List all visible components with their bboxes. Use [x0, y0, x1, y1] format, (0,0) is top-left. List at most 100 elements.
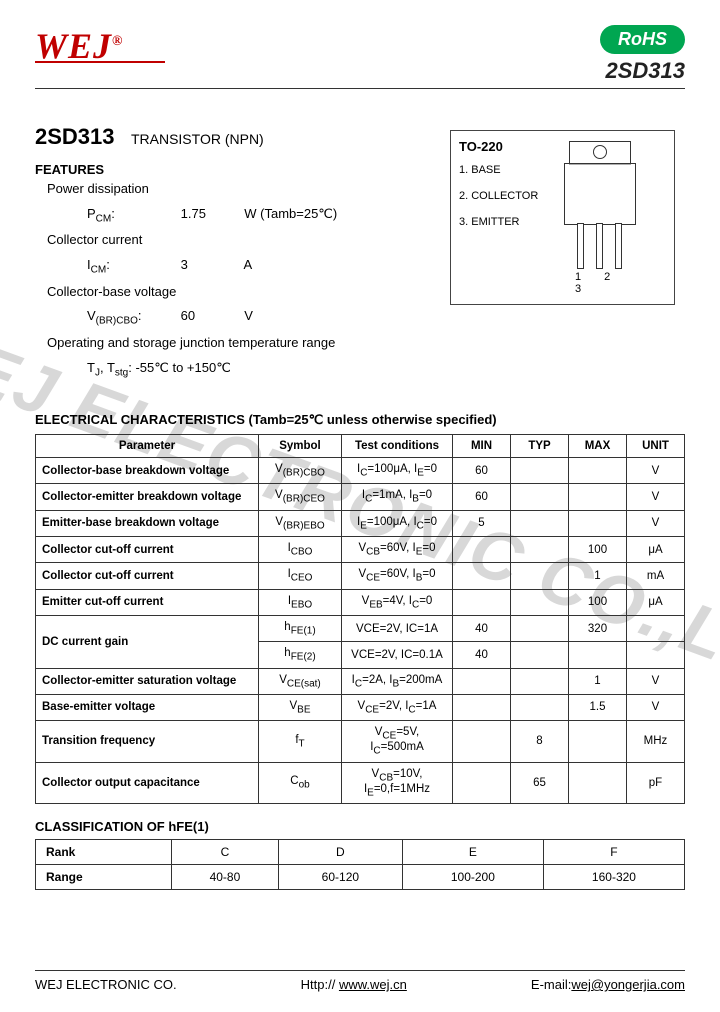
icm-unit: A — [244, 257, 253, 272]
pin3-label: 3. EMITTER — [459, 216, 549, 228]
table-cell: μA — [627, 589, 685, 615]
dc-gain-label: DC current gain — [36, 615, 259, 668]
table-cell: Emitter cut-off current — [36, 589, 259, 615]
table-cell: ICBO — [259, 537, 342, 563]
table-cell: ICEO — [259, 563, 342, 589]
table-cell: 65 — [511, 762, 569, 804]
table-cell: VCE=2V, IC=0.1A — [342, 642, 453, 668]
table-cell: 1 — [569, 563, 627, 589]
temp-label: Operating and storage junction temperatu… — [47, 331, 685, 356]
table-cell — [511, 563, 569, 589]
table-cell — [453, 589, 511, 615]
table-cell: V — [627, 668, 685, 694]
table-cell — [453, 537, 511, 563]
table-cell: V — [627, 484, 685, 510]
temp-value: -55℃ to +150℃ — [135, 360, 230, 375]
elec-char-heading: ELECTRICAL CHARACTERISTICS (Tamb=25℃ unl… — [35, 412, 685, 428]
footer-email: E-mail:wej@yongerjia.com — [531, 977, 685, 992]
table-cell: pF — [627, 762, 685, 804]
classification-table: Rank C D E F Range 40-80 60-120 100-200 … — [35, 839, 685, 890]
th-unit: UNIT — [627, 435, 685, 458]
company-logo: WEJ® — [35, 25, 165, 63]
logo-text: WEJ — [35, 26, 112, 66]
table-cell: 100 — [569, 537, 627, 563]
table-cell: VEB=4V, IC=0 — [342, 589, 453, 615]
table-cell: IC=1mA, IB=0 — [342, 484, 453, 510]
table-cell: V — [627, 510, 685, 536]
pcm-value: 1.75 — [181, 202, 241, 227]
header-part-number: 2SD313 — [600, 58, 685, 84]
table-cell: mA — [627, 563, 685, 589]
table-cell: Base-emitter voltage — [36, 694, 259, 720]
table-cell — [511, 484, 569, 510]
table-cell: VCB=60V, IE=0 — [342, 537, 453, 563]
table-cell — [511, 589, 569, 615]
table-cell — [511, 668, 569, 694]
page-footer: WEJ ELECTRONIC CO. Http:// www.wej.cn E-… — [35, 970, 685, 992]
table-cell: V(BR)CBO — [259, 458, 342, 484]
pin1-label: 1. BASE — [459, 164, 549, 176]
table-cell: D — [278, 840, 402, 865]
table-cell — [569, 642, 627, 668]
table-cell: Collector cut-off current — [36, 563, 259, 589]
table-cell: 1.5 — [569, 694, 627, 720]
table-cell: 100-200 — [402, 865, 543, 890]
table-cell: fT — [259, 721, 342, 763]
table-cell: Collector cut-off current — [36, 537, 259, 563]
table-cell: V — [627, 458, 685, 484]
table-cell: Cob — [259, 762, 342, 804]
table-cell: IC=2A, IB=200mA — [342, 668, 453, 694]
pin2-label: 2. COLLECTOR — [459, 190, 549, 202]
table-cell: Emitter-base breakdown voltage — [36, 510, 259, 536]
table-cell: C — [172, 840, 279, 865]
table-cell — [453, 762, 511, 804]
vbrcbo-value: 60 — [181, 304, 241, 329]
table-cell: Collector-emitter saturation voltage — [36, 668, 259, 694]
temp-symbol: TJ, Tstg: — [87, 360, 135, 375]
table-cell: Collector-emitter breakdown voltage — [36, 484, 259, 510]
th-max: MAX — [569, 435, 627, 458]
table-cell: MHz — [627, 721, 685, 763]
table-cell: hFE(1) — [259, 615, 342, 641]
table-cell: hFE(2) — [259, 642, 342, 668]
table-cell: 40 — [453, 615, 511, 641]
pin-numbers: 1 2 3 — [575, 271, 649, 295]
table-cell: 60 — [453, 484, 511, 510]
table-cell: VCE=60V, IB=0 — [342, 563, 453, 589]
table-cell: 100 — [569, 589, 627, 615]
table-cell: VBE — [259, 694, 342, 720]
table-cell: 40 — [453, 642, 511, 668]
footer-url: Http:// www.wej.cn — [301, 977, 407, 992]
table-cell — [511, 510, 569, 536]
table-cell — [627, 615, 685, 641]
table-cell — [627, 642, 685, 668]
package-diagram-box: TO-220 1. BASE 2. COLLECTOR 3. EMITTER 1… — [450, 130, 675, 305]
table-cell — [511, 537, 569, 563]
table-cell: Collector output capacitance — [36, 762, 259, 804]
table-cell — [569, 458, 627, 484]
table-cell: 40-80 — [172, 865, 279, 890]
table-cell — [511, 458, 569, 484]
pcm-symbol: PCM: — [87, 202, 177, 229]
table-cell — [569, 762, 627, 804]
part-number-title: 2SD313 — [35, 124, 115, 149]
table-cell: 1 — [569, 668, 627, 694]
table-cell — [569, 721, 627, 763]
table-cell: IE=100μA, IC=0 — [342, 510, 453, 536]
rohs-badge: RoHS — [600, 25, 685, 54]
to220-drawing: 1 2 3 — [549, 139, 649, 289]
table-cell — [453, 668, 511, 694]
table-cell: V(BR)CEO — [259, 484, 342, 510]
package-name: TO-220 — [459, 139, 549, 154]
th-min: MIN — [453, 435, 511, 458]
th-conditions: Test conditions — [342, 435, 453, 458]
icm-symbol: ICM: — [87, 253, 177, 280]
table-cell — [511, 642, 569, 668]
table-cell: V(BR)EBO — [259, 510, 342, 536]
footer-company: WEJ ELECTRONIC CO. — [35, 977, 177, 992]
table-cell: VCE=5V, IC=500mA — [342, 721, 453, 763]
table-cell: Transition frequency — [36, 721, 259, 763]
table-cell: 320 — [569, 615, 627, 641]
table-cell: V — [627, 694, 685, 720]
table-cell — [511, 694, 569, 720]
